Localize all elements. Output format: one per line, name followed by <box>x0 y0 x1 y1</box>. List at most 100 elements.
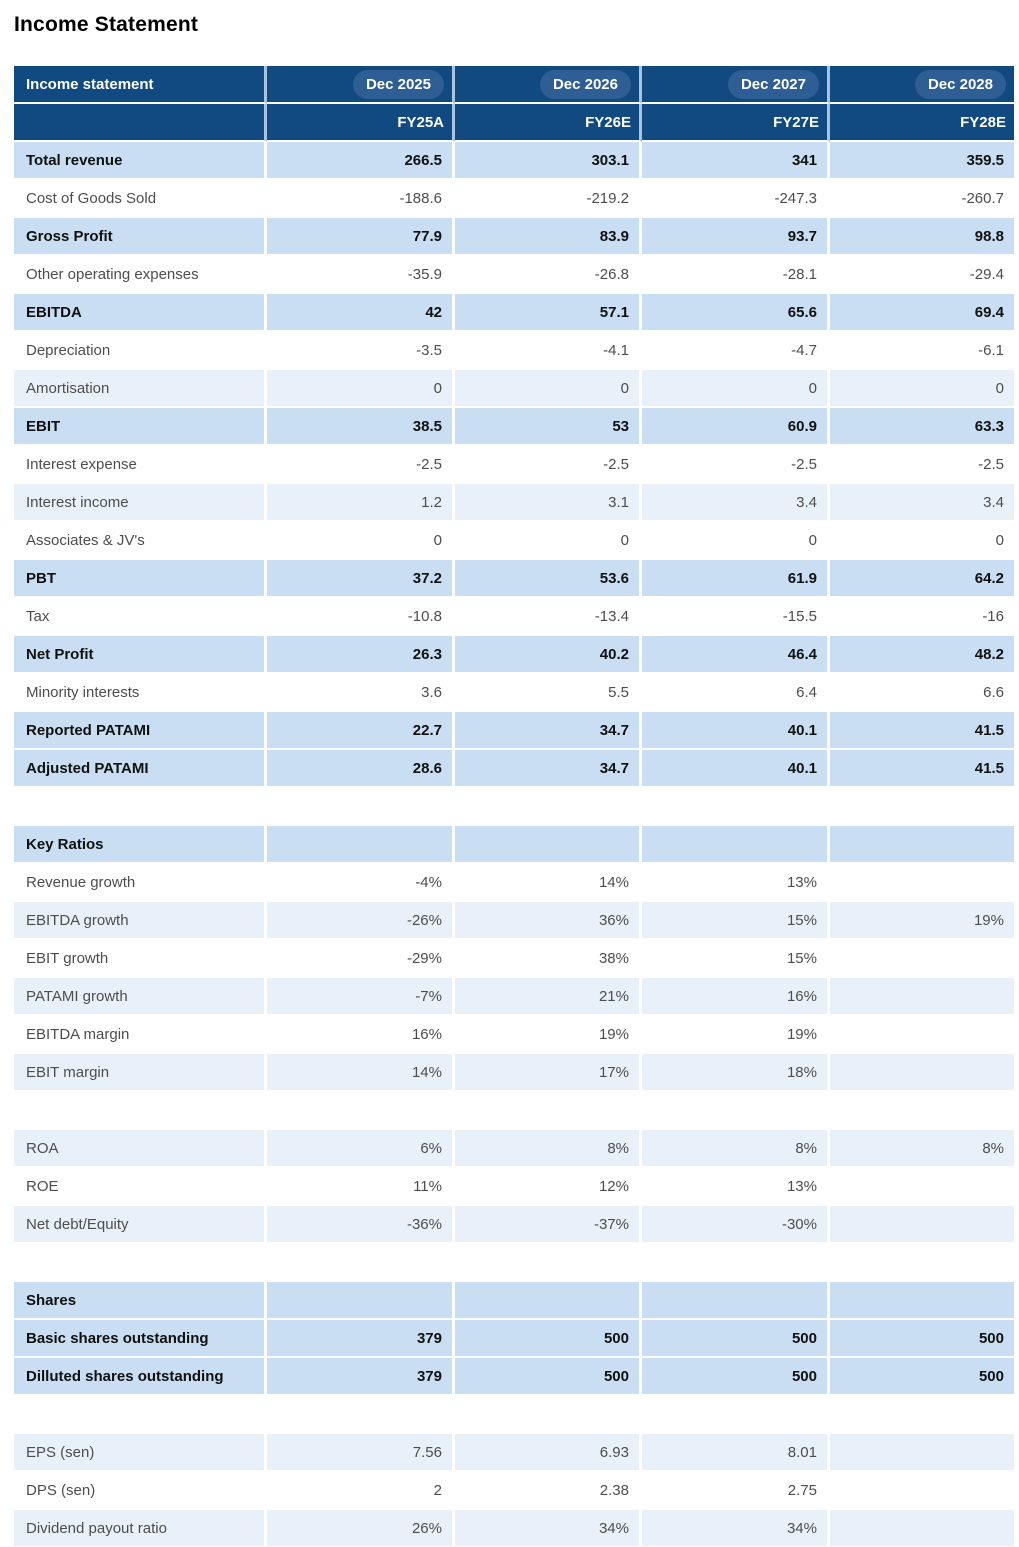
value-cell <box>830 1054 1014 1092</box>
table-row: EBIT margin 14% 17% 18% <box>14 1054 1014 1092</box>
table-row: EBITDA growth -26% 36% 15% 19% <box>14 902 1014 940</box>
value-cell: 93.7 <box>642 218 830 256</box>
row-label: Dividend payout ratio <box>14 1510 267 1547</box>
section-spacer-cell <box>14 1244 1014 1282</box>
section-spacer-cell <box>14 788 1014 826</box>
income-statement-table: Income statement Dec 2025 Dec 2026 Dec 2… <box>14 66 1014 1547</box>
value-cell: 8% <box>642 1130 830 1168</box>
value-cell: 500 <box>455 1358 642 1396</box>
value-cell: 6.6 <box>830 674 1014 712</box>
table-row: Dividend payout ratio 26% 34% 34% <box>14 1510 1014 1547</box>
value-cell: 40.1 <box>642 750 830 788</box>
value-cell: 26.3 <box>267 636 455 674</box>
table-header: Income statement Dec 2025 Dec 2026 Dec 2… <box>14 66 1014 142</box>
value-cell: 34.7 <box>455 750 642 788</box>
row-label: Interest income <box>14 484 267 522</box>
value-cell: 64.2 <box>830 560 1014 598</box>
value-cell: 8.01 <box>642 1434 830 1472</box>
row-label: PATAMI growth <box>14 978 267 1016</box>
value-cell: 0 <box>267 522 455 560</box>
table-row: EBITDA 42 57.1 65.6 69.4 <box>14 294 1014 332</box>
value-cell: 359.5 <box>830 142 1014 180</box>
value-cell: 3.1 <box>455 484 642 522</box>
table-row: Gross Profit 77.9 83.9 93.7 98.8 <box>14 218 1014 256</box>
table-row: DPS (sen) 2 2.38 2.75 <box>14 1472 1014 1510</box>
table-row: Basic shares outstanding 379 500 500 500 <box>14 1320 1014 1358</box>
row-label: EBITDA <box>14 294 267 332</box>
value-cell: 6.4 <box>642 674 830 712</box>
value-cell: -4% <box>267 864 455 902</box>
table-row: Dilluted shares outstanding 379 500 500 500 <box>14 1358 1014 1396</box>
table-row: PBT 37.2 53.6 61.9 64.2 <box>14 560 1014 598</box>
value-cell: 38% <box>455 940 642 978</box>
value-cell <box>642 1282 830 1320</box>
table-row: EBIT 38.5 53 60.9 63.3 <box>14 408 1014 446</box>
row-label: Shares <box>14 1282 267 1320</box>
value-cell: 61.9 <box>642 560 830 598</box>
value-cell: 1.2 <box>267 484 455 522</box>
value-cell: -7% <box>267 978 455 1016</box>
value-cell: 379 <box>267 1358 455 1396</box>
value-cell: -26.8 <box>455 256 642 294</box>
value-cell: 3.4 <box>830 484 1014 522</box>
value-cell: 15% <box>642 902 830 940</box>
value-cell: 19% <box>642 1016 830 1054</box>
row-label: EBIT <box>14 408 267 446</box>
table-row: EBITDA margin 16% 19% 19% <box>14 1016 1014 1054</box>
value-cell: 41.5 <box>830 712 1014 750</box>
row-label: Reported PATAMI <box>14 712 267 750</box>
row-label: Associates & JV's <box>14 522 267 560</box>
value-cell: 500 <box>830 1320 1014 1358</box>
value-cell: -2.5 <box>455 446 642 484</box>
value-cell: 22.7 <box>267 712 455 750</box>
value-cell: -4.1 <box>455 332 642 370</box>
table-row: Shares <box>14 1282 1014 1320</box>
value-cell: 17% <box>455 1054 642 1092</box>
row-label: Dilluted shares outstanding <box>14 1358 267 1396</box>
table-row: Net Profit 26.3 40.2 46.4 48.2 <box>14 636 1014 674</box>
row-label: Net Profit <box>14 636 267 674</box>
row-label: EPS (sen) <box>14 1434 267 1472</box>
row-label: Adjusted PATAMI <box>14 750 267 788</box>
value-cell: -13.4 <box>455 598 642 636</box>
table-row: Cost of Goods Sold -188.6 -219.2 -247.3 -260… <box>14 180 1014 218</box>
period-header-cell: Dec 2028 <box>830 66 1014 104</box>
value-cell: 65.6 <box>642 294 830 332</box>
value-cell: 12% <box>455 1168 642 1206</box>
fiscal-year-header-cell: FY25A <box>267 104 455 142</box>
table-row: Amortisation 0 0 0 0 <box>14 370 1014 408</box>
table-body: Total revenue 266.5 303.1 341 359.5 Cost of G… <box>14 142 1014 1547</box>
period-header-row: Income statement Dec 2025 Dec 2026 Dec 2… <box>14 66 1014 104</box>
value-cell: 0 <box>830 522 1014 560</box>
value-cell: 6.93 <box>455 1434 642 1472</box>
table-row: PATAMI growth -7% 21% 16% <box>14 978 1014 1016</box>
section-spacer-cell <box>14 1396 1014 1434</box>
value-cell: 38.5 <box>267 408 455 446</box>
value-cell: 26% <box>267 1510 455 1547</box>
table-row: Minority interests 3.6 5.5 6.4 6.6 <box>14 674 1014 712</box>
value-cell: 28.6 <box>267 750 455 788</box>
row-label: Net debt/Equity <box>14 1206 267 1244</box>
value-cell: -4.7 <box>642 332 830 370</box>
section-spacer <box>14 1092 1014 1130</box>
period-pill: Dec 2028 <box>914 69 1006 99</box>
row-label: Interest expense <box>14 446 267 484</box>
fiscal-year-header-cell: FY27E <box>642 104 830 142</box>
row-label: Depreciation <box>14 332 267 370</box>
row-label: ROA <box>14 1130 267 1168</box>
value-cell: -2.5 <box>830 446 1014 484</box>
row-label: ROE <box>14 1168 267 1206</box>
value-cell: 500 <box>455 1320 642 1358</box>
value-cell: 0 <box>455 522 642 560</box>
fiscal-year-header-cell: FY26E <box>455 104 642 142</box>
value-cell: 15% <box>642 940 830 978</box>
value-cell: 36% <box>455 902 642 940</box>
value-cell <box>455 826 642 864</box>
period-pill: Dec 2027 <box>727 69 819 99</box>
value-cell: 8% <box>455 1130 642 1168</box>
value-cell: 77.9 <box>267 218 455 256</box>
value-cell: 57.1 <box>455 294 642 332</box>
period-header-cell: Dec 2026 <box>455 66 642 104</box>
value-cell: 7.56 <box>267 1434 455 1472</box>
value-cell <box>830 1434 1014 1472</box>
